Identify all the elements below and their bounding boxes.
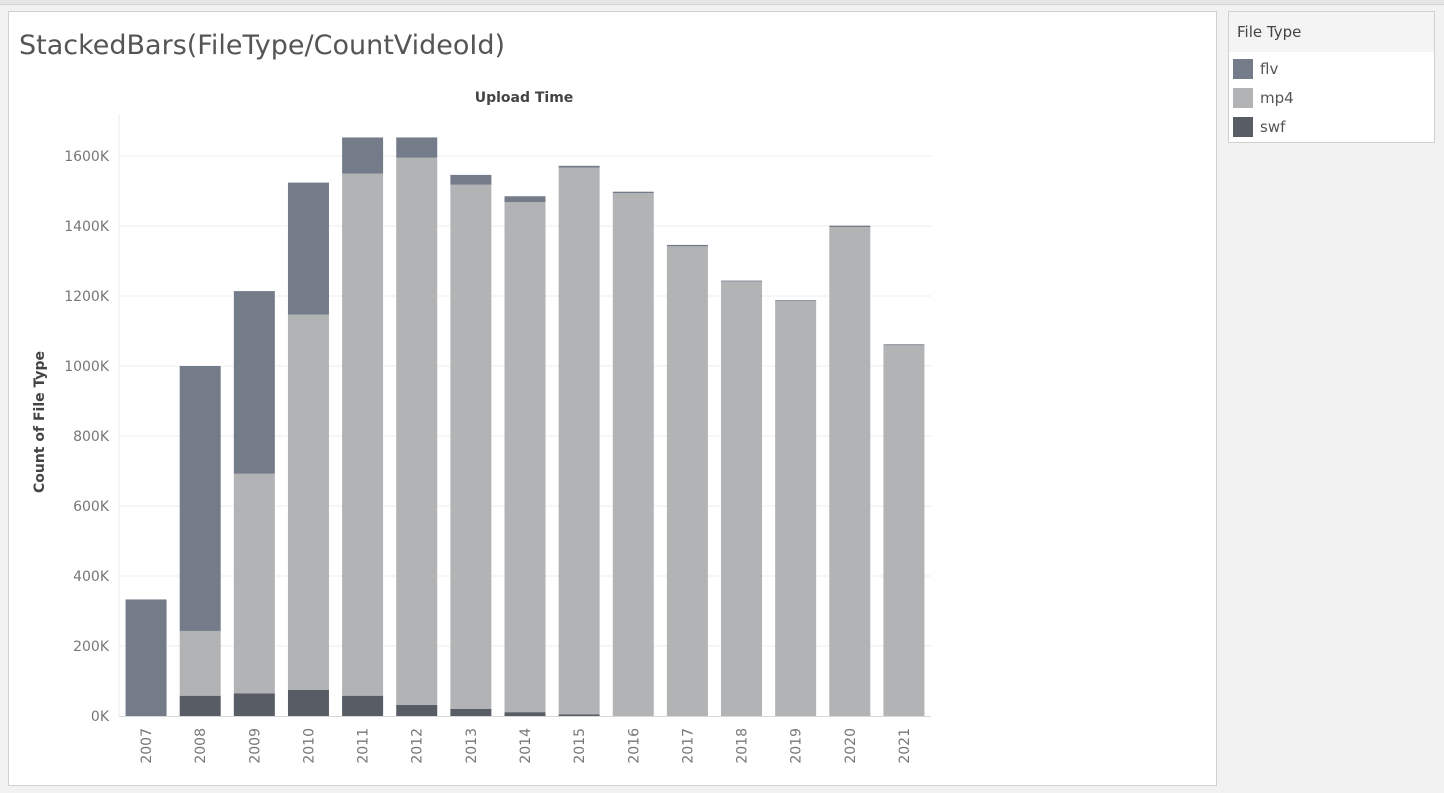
bar-flv-2021: [883, 344, 925, 346]
bar-flv-2010: [287, 182, 329, 315]
bar-flv-2014: [504, 196, 546, 203]
legend-swatch-mp4: [1233, 88, 1253, 108]
stacked-bar-chart: 0K 200K 400K 600K 800K 1000K 1200K 1400K 1600K 2…: [32, 90, 931, 764]
bar-flv-2019: [775, 300, 817, 301]
bar-swf-2012: [396, 704, 438, 716]
bar-mp4-2016: [612, 193, 654, 717]
y-tick-label: 400K: [73, 569, 110, 585]
bar-swf-2015: [558, 714, 600, 716]
x-tick-label: 2015: [572, 728, 588, 764]
bar-flv-2009: [233, 291, 275, 474]
bar-swf-2011: [342, 695, 384, 716]
x-axis-title: Upload Time: [475, 90, 574, 106]
x-tick-label: 2014: [518, 728, 534, 764]
x-tick-label: 2009: [247, 728, 263, 764]
bar-flv-2016: [612, 191, 654, 194]
x-tick-label: 2019: [789, 728, 805, 764]
bar-swf-2013: [450, 709, 492, 716]
y-axis-title: Count of File Type: [32, 351, 48, 493]
bar-mp4-2011: [342, 173, 384, 696]
legend-item-swf[interactable]: swf: [1233, 117, 1423, 139]
bar-flv-2018: [721, 280, 763, 282]
legend-swatch-flv: [1233, 59, 1253, 79]
y-tick-label: 1200K: [64, 289, 110, 305]
y-tick-label: 0K: [91, 709, 110, 725]
bar-mp4-2021: [883, 345, 925, 716]
bar-swf-2010: [287, 689, 329, 716]
x-tick-label: 2017: [680, 728, 696, 764]
bar-mp4-2017: [666, 246, 708, 717]
x-axis-ticks: 2007 2008 2009 2010 2011 2012 2013 2014 2015 2016…: [139, 728, 913, 764]
legend-panel: File Type flv mp4 swf: [1228, 11, 1435, 143]
legend-label: mp4: [1260, 89, 1294, 107]
y-tick-label: 800K: [73, 429, 110, 445]
bar-swf-2014: [504, 712, 546, 716]
bar-mp4-2012: [396, 157, 438, 705]
y-axis-ticks: 0K 200K 400K 600K 800K 1000K 1200K 1400K 1600K: [64, 149, 110, 725]
legend-item-mp4[interactable]: mp4: [1233, 88, 1423, 110]
bar-mp4-2015: [558, 167, 600, 715]
x-tick-label: 2011: [356, 728, 372, 764]
top-toolbar-strip: [0, 0, 1444, 5]
bar-swf-2008: [179, 695, 221, 716]
bars: [125, 137, 925, 717]
x-tick-label: 2010: [301, 728, 317, 764]
bar-mp4-2008: [179, 630, 221, 696]
bar-mp4-2009: [233, 473, 275, 694]
bar-flv-2007: [125, 599, 167, 716]
y-tick-label: 1000K: [64, 359, 110, 375]
bar-flv-2017: [666, 244, 708, 247]
x-tick-label: 2013: [464, 728, 480, 764]
bar-mp4-2020: [829, 227, 871, 717]
legend-label: flv: [1260, 60, 1279, 78]
x-tick-label: 2007: [139, 728, 155, 764]
chart-panel: StackedBars(FileType/CountVideoId) 0K 200…: [8, 11, 1217, 786]
y-tick-label: 1400K: [64, 219, 110, 235]
chart-title: StackedBars(FileType/CountVideoId): [19, 30, 506, 61]
bar-flv-2012: [396, 137, 438, 158]
bar-swf-2009: [233, 693, 275, 716]
bar-flv-2011: [342, 137, 384, 174]
y-tick-label: 600K: [73, 499, 110, 515]
bar-mp4-2010: [287, 314, 329, 690]
bar-mp4-2019: [775, 300, 817, 716]
bar-flv-2013: [450, 174, 492, 185]
bar-mp4-2014: [504, 202, 546, 713]
x-tick-label: 2012: [410, 728, 426, 764]
y-tick-label: 200K: [73, 639, 110, 655]
legend-swatch-swf: [1233, 117, 1253, 137]
bar-flv-2008: [179, 366, 221, 631]
legend-label: swf: [1260, 118, 1286, 136]
bar-flv-2015: [558, 165, 600, 168]
x-tick-label: 2020: [843, 728, 859, 764]
legend-item-flv[interactable]: flv: [1233, 59, 1423, 81]
x-tick-label: 2008: [193, 728, 209, 764]
x-tick-label: 2018: [735, 728, 751, 764]
y-tick-label: 1600K: [64, 149, 110, 165]
bar-flv-2020: [829, 225, 871, 228]
legend-title: File Type: [1229, 12, 1434, 52]
bar-mp4-2018: [721, 281, 763, 716]
x-tick-label: 2016: [626, 728, 642, 764]
bar-mp4-2013: [450, 184, 492, 709]
x-tick-label: 2021: [897, 728, 913, 764]
